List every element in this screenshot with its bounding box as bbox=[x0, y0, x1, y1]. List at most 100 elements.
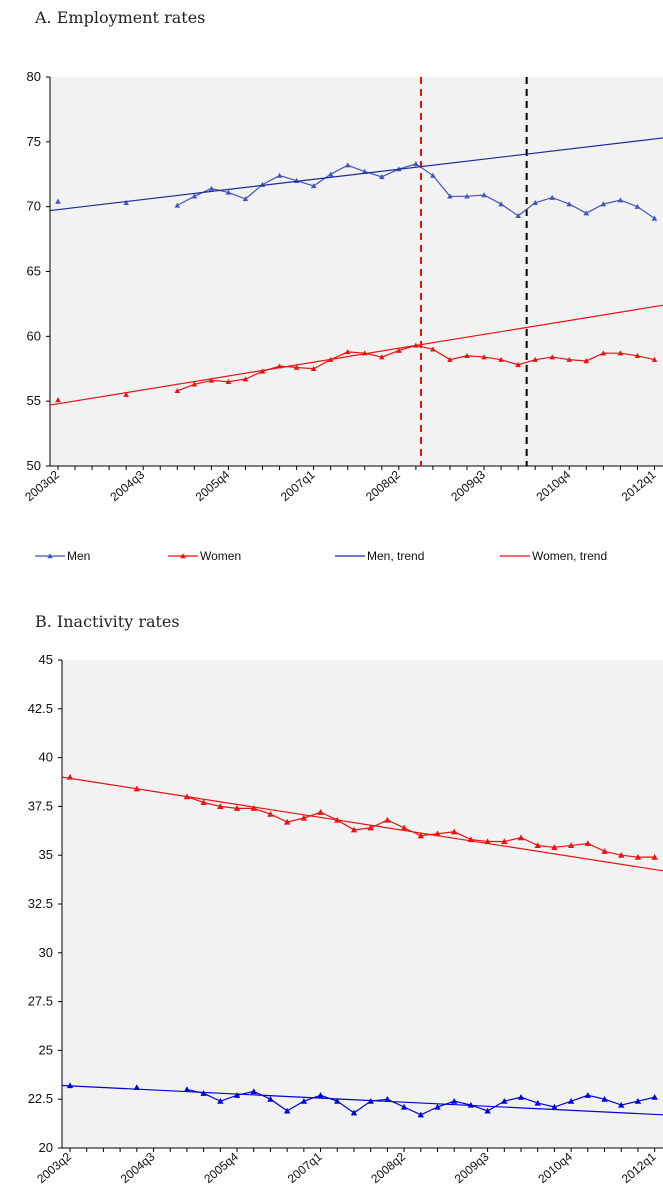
data-point bbox=[400, 824, 408, 831]
plot-area bbox=[50, 77, 663, 466]
y-tick-label: 70 bbox=[27, 199, 41, 214]
data-point bbox=[233, 805, 241, 811]
data-point bbox=[208, 377, 215, 383]
data-point bbox=[484, 1107, 491, 1114]
y-tick-label: 22.5 bbox=[28, 1091, 53, 1106]
data-point bbox=[267, 811, 274, 817]
data-point bbox=[618, 1101, 625, 1108]
y-tick-label: 25 bbox=[39, 1042, 53, 1057]
data-point bbox=[515, 212, 521, 218]
data-point bbox=[549, 194, 556, 200]
data-point bbox=[651, 853, 658, 860]
y-tick-label: 32.5 bbox=[28, 896, 53, 911]
x-tick-label: 2010q4 bbox=[535, 1149, 575, 1186]
data-point bbox=[517, 834, 525, 841]
y-tick-label: 40 bbox=[39, 750, 53, 765]
y-tick-label: 37.5 bbox=[28, 798, 53, 813]
data-point bbox=[551, 1103, 558, 1110]
data-point bbox=[250, 1088, 257, 1094]
data-point bbox=[293, 364, 300, 370]
data-point bbox=[651, 356, 658, 362]
data-point bbox=[517, 1094, 525, 1100]
data-point bbox=[634, 1097, 642, 1104]
data-point bbox=[618, 852, 625, 858]
data-point bbox=[467, 1101, 475, 1108]
data-point bbox=[283, 1107, 291, 1114]
data-point bbox=[634, 853, 642, 860]
data-point bbox=[300, 814, 308, 821]
y-tick-label: 20 bbox=[39, 1140, 53, 1155]
data-point bbox=[396, 347, 402, 353]
data-point bbox=[344, 162, 351, 168]
data-point bbox=[450, 1097, 458, 1104]
data-point bbox=[379, 174, 385, 180]
data-point bbox=[601, 1096, 608, 1102]
y-tick-label: 60 bbox=[27, 328, 41, 343]
data-point bbox=[413, 161, 419, 167]
legend-label: Men bbox=[67, 549, 90, 563]
data-point bbox=[583, 210, 590, 216]
data-point bbox=[651, 215, 658, 221]
data-point bbox=[651, 1094, 658, 1100]
legend-label: Men, trend bbox=[367, 549, 424, 563]
data-point bbox=[501, 838, 508, 845]
data-point bbox=[283, 818, 291, 825]
data-point bbox=[464, 193, 470, 199]
legend-marker bbox=[180, 553, 186, 559]
data-point bbox=[464, 352, 470, 359]
x-tick-label: 2005q4 bbox=[201, 1149, 241, 1186]
data-point bbox=[327, 171, 334, 177]
x-tick-label: 2007q1 bbox=[285, 1149, 325, 1186]
data-point bbox=[233, 1092, 241, 1098]
data-point bbox=[417, 832, 424, 839]
data-point bbox=[191, 193, 198, 199]
y-tick-label: 65 bbox=[27, 264, 41, 279]
data-point bbox=[350, 1109, 358, 1116]
trend-line bbox=[61, 776, 663, 872]
data-point bbox=[430, 346, 436, 352]
data-point bbox=[300, 1097, 308, 1104]
trend-line bbox=[49, 137, 663, 212]
data-point bbox=[208, 185, 215, 191]
data-point bbox=[310, 365, 317, 371]
data-point bbox=[430, 172, 436, 178]
data-point bbox=[617, 197, 624, 203]
data-point bbox=[534, 1099, 541, 1106]
data-point bbox=[367, 824, 374, 831]
data-point bbox=[481, 192, 487, 198]
data-point bbox=[123, 199, 129, 206]
data-point bbox=[276, 172, 283, 178]
data-point bbox=[549, 354, 556, 360]
data-point bbox=[174, 387, 181, 394]
legend-marker bbox=[47, 553, 53, 559]
data-point bbox=[334, 1097, 341, 1104]
data-point bbox=[400, 1103, 408, 1110]
data-point bbox=[583, 358, 590, 364]
legend-label: Women, trend bbox=[532, 549, 607, 563]
data-point bbox=[217, 803, 224, 809]
y-tick-label: 50 bbox=[27, 458, 41, 473]
data-point bbox=[498, 201, 504, 207]
data-point bbox=[417, 1111, 424, 1118]
data-point bbox=[259, 368, 266, 374]
data-point bbox=[566, 356, 573, 362]
data-point bbox=[310, 183, 317, 189]
y-tick-label: 55 bbox=[27, 393, 41, 408]
data-point bbox=[350, 826, 358, 833]
x-tick-label: 2009q3 bbox=[452, 1149, 492, 1186]
data-point bbox=[600, 201, 607, 207]
data-point bbox=[617, 350, 624, 356]
data-point bbox=[191, 381, 198, 387]
data-point bbox=[584, 1092, 592, 1098]
data-point bbox=[242, 196, 249, 202]
data-point bbox=[567, 1097, 575, 1104]
data-point bbox=[55, 198, 61, 204]
x-tick-label: 2008q2 bbox=[368, 1149, 408, 1186]
data-point bbox=[501, 1097, 508, 1104]
data-point bbox=[551, 844, 558, 850]
data-point bbox=[600, 350, 607, 356]
data-point bbox=[250, 805, 257, 811]
data-point bbox=[566, 201, 573, 207]
y-tick-label: 45 bbox=[39, 652, 53, 667]
